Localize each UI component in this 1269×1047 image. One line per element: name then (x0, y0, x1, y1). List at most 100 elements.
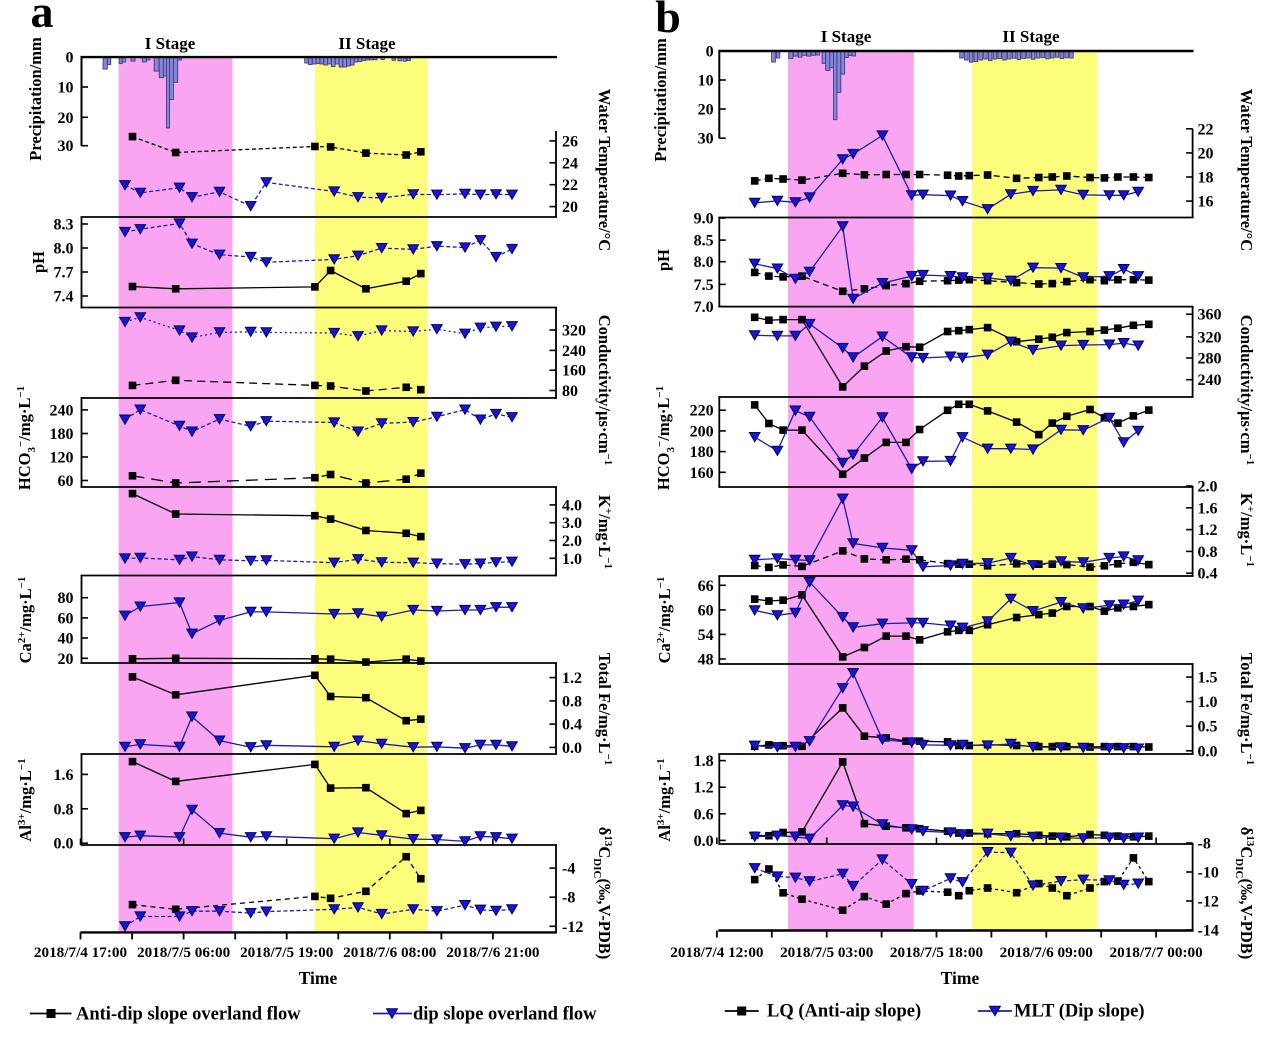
svg-text:2018/7/6 21:00: 2018/7/6 21:00 (446, 944, 540, 961)
svg-text:2018/7/5 19:00: 2018/7/5 19:00 (240, 944, 334, 961)
svg-text:-8: -8 (1198, 836, 1211, 853)
svg-text:20: 20 (58, 110, 74, 127)
svg-text:240: 240 (1198, 372, 1222, 389)
svg-text:40: 40 (58, 631, 74, 648)
svg-text:Anti-dip slope overland flow: Anti-dip slope overland flow (76, 1005, 301, 1025)
svg-text:K+​/mg·L−1​: K+​/mg·L−1​ (595, 495, 614, 569)
svg-text:220: 220 (690, 403, 714, 420)
svg-text:Conductivity/µs·cm−1​: Conductivity/µs·cm−1​ (1237, 315, 1256, 466)
svg-text:2018/7/4 12:00: 2018/7/4 12:00 (670, 944, 764, 961)
svg-text:8.0: 8.0 (694, 254, 714, 271)
svg-text:10: 10 (698, 73, 714, 90)
svg-text:-12: -12 (1198, 894, 1219, 911)
svg-text:0.6: 0.6 (694, 806, 714, 823)
svg-text:320: 320 (1198, 329, 1222, 346)
svg-text:II Stage: II Stage (1002, 27, 1060, 46)
svg-text:1.0: 1.0 (1198, 694, 1218, 711)
svg-text:360: 360 (1198, 307, 1222, 324)
svg-text:320: 320 (562, 323, 586, 340)
svg-text:0.0: 0.0 (1198, 743, 1218, 760)
svg-text:180: 180 (50, 426, 74, 443)
svg-text:26: 26 (562, 133, 578, 150)
svg-text:0: 0 (66, 50, 74, 67)
svg-text:1.2: 1.2 (694, 780, 714, 797)
svg-text:0.4: 0.4 (1198, 566, 1218, 583)
svg-text:Total Fe/mg·L−1​: Total Fe/mg·L−1​ (1237, 653, 1256, 765)
svg-text:20: 20 (562, 199, 578, 216)
svg-text:Precipitation/mm: Precipitation/mm (651, 38, 670, 162)
svg-text:dip slope overland flow: dip slope overland flow (413, 1005, 597, 1025)
svg-text:-8: -8 (562, 890, 575, 907)
svg-text:pH: pH (654, 249, 673, 271)
svg-text:0.0: 0.0 (694, 833, 714, 850)
svg-text:24: 24 (562, 155, 578, 172)
svg-text:HCO3​−​/mg·L−1​: HCO3​−​/mg·L−1​ (15, 386, 38, 490)
svg-text:0.0: 0.0 (562, 740, 582, 757)
svg-text:MLT (Dip slope): MLT (Dip slope) (1014, 1002, 1145, 1022)
svg-text:Precipitation/mm: Precipitation/mm (26, 37, 45, 161)
svg-text:120: 120 (50, 450, 74, 467)
svg-text:Water Temperature/°C: Water Temperature/°C (595, 89, 614, 251)
svg-text:280: 280 (1198, 351, 1222, 368)
svg-text:48: 48 (698, 652, 714, 669)
svg-text:1.2: 1.2 (1198, 522, 1218, 539)
svg-text:60: 60 (698, 602, 714, 619)
svg-text:160: 160 (562, 363, 586, 380)
svg-text:22: 22 (562, 177, 578, 194)
svg-text:4.0: 4.0 (562, 497, 582, 514)
svg-text:Ca2+​/mg·L−1​: Ca2+​/mg·L−1​ (655, 577, 674, 664)
svg-text:16: 16 (1198, 194, 1214, 211)
svg-text:Water Temperature/°C: Water Temperature/°C (1237, 89, 1256, 251)
svg-text:0: 0 (706, 44, 714, 61)
svg-text:200: 200 (690, 423, 714, 440)
svg-text:-10: -10 (1198, 865, 1219, 882)
svg-text:3.0: 3.0 (562, 515, 582, 532)
svg-text:1.6: 1.6 (54, 767, 74, 784)
svg-text:30: 30 (58, 138, 74, 155)
svg-text:Total Fe/mg·L−1​: Total Fe/mg·L−1​ (595, 653, 614, 765)
svg-text:I Stage: I Stage (145, 34, 196, 53)
svg-text:Conductivity/µs·cm−1​: Conductivity/µs·cm−1​ (595, 315, 614, 466)
svg-text:22: 22 (1198, 121, 1214, 138)
svg-text:80: 80 (562, 383, 578, 400)
svg-text:0.4: 0.4 (562, 717, 582, 734)
svg-text:10: 10 (58, 80, 74, 97)
svg-text:II Stage: II Stage (338, 34, 396, 53)
svg-text:160: 160 (690, 465, 714, 482)
svg-text:20: 20 (1198, 145, 1214, 162)
svg-text:240: 240 (562, 343, 586, 360)
svg-text:Ca2+​/mg·L−1​: Ca2+​/mg·L−1​ (16, 577, 35, 664)
svg-text:Time: Time (941, 968, 980, 988)
svg-text:18: 18 (1198, 170, 1214, 187)
svg-text:7.5: 7.5 (694, 277, 714, 294)
svg-text:7.4: 7.4 (54, 289, 74, 306)
svg-text:7.7: 7.7 (54, 265, 74, 282)
svg-text:9.0: 9.0 (694, 211, 714, 228)
svg-text:180: 180 (690, 444, 714, 461)
svg-text:54: 54 (698, 627, 714, 644)
svg-text:1.8: 1.8 (694, 753, 714, 770)
svg-text:8.0: 8.0 (54, 241, 74, 258)
svg-text:δ13​CDIC​(‰,V-PDB): δ13​CDIC​(‰,V-PDB) (1233, 827, 1256, 959)
svg-text:30: 30 (698, 131, 714, 148)
svg-text:240: 240 (50, 402, 74, 419)
svg-text:0.8: 0.8 (562, 693, 582, 710)
svg-text:60: 60 (58, 473, 74, 490)
svg-text:b: b (655, 0, 681, 42)
svg-text:I Stage: I Stage (821, 27, 872, 46)
svg-text:2.0: 2.0 (1198, 479, 1218, 496)
svg-text:-4: -4 (562, 861, 575, 878)
svg-text:8.3: 8.3 (54, 217, 74, 234)
svg-text:pH: pH (29, 251, 48, 273)
svg-text:-14: -14 (1198, 923, 1219, 940)
svg-text:2018/7/6 08:00: 2018/7/6 08:00 (343, 944, 437, 961)
svg-text:LQ (Anti-aip slope): LQ (Anti-aip slope) (767, 1002, 921, 1022)
svg-text:2018/7/5 03:00: 2018/7/5 03:00 (780, 944, 874, 961)
svg-text:80: 80 (58, 590, 74, 607)
svg-text:2018/7/4 17:00: 2018/7/4 17:00 (34, 944, 128, 961)
svg-text:Al3+​/mg·L−1​: Al3+​/mg·L−1​ (655, 758, 674, 841)
svg-text:2.0: 2.0 (562, 533, 582, 550)
svg-text:Al3+​/mg·L−1​: Al3+​/mg·L−1​ (16, 758, 35, 841)
svg-text:1.5: 1.5 (1198, 670, 1218, 687)
svg-text:0.5: 0.5 (1198, 719, 1218, 736)
